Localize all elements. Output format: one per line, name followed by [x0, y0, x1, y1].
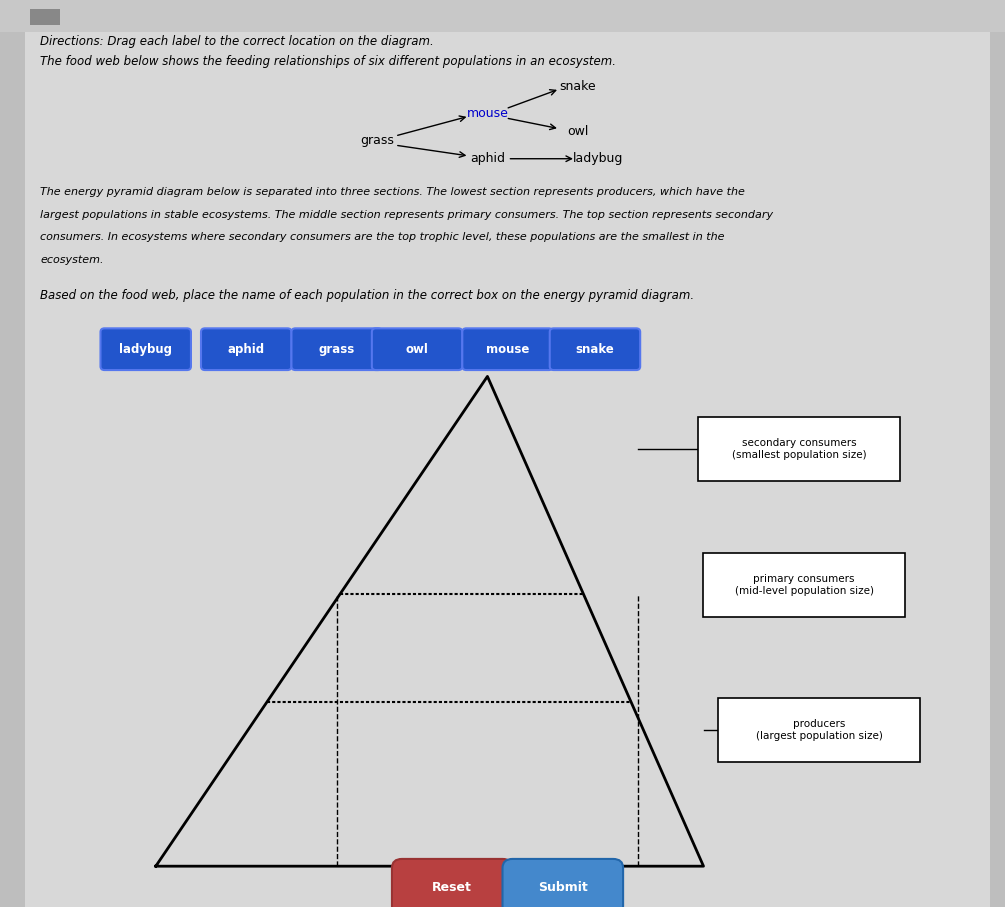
FancyBboxPatch shape	[550, 328, 640, 370]
Text: consumers. In ecosystems where secondary consumers are the top trophic level, th: consumers. In ecosystems where secondary…	[40, 232, 725, 242]
FancyBboxPatch shape	[462, 328, 553, 370]
Text: Based on the food web, place the name of each population in the correct box on t: Based on the food web, place the name of…	[40, 289, 694, 302]
Text: mouse: mouse	[485, 343, 530, 356]
FancyBboxPatch shape	[291, 328, 382, 370]
Text: aphid: aphid	[470, 152, 505, 165]
FancyBboxPatch shape	[697, 417, 900, 481]
Text: Directions: Drag each label to the correct location on the diagram.: Directions: Drag each label to the corre…	[40, 35, 434, 48]
FancyBboxPatch shape	[704, 552, 906, 617]
Text: The energy pyramid diagram below is separated into three sections. The lowest se: The energy pyramid diagram below is sepa…	[40, 187, 745, 197]
Text: primary consumers
(mid-level population size): primary consumers (mid-level population …	[735, 574, 873, 596]
FancyBboxPatch shape	[25, 32, 990, 907]
Text: aphid: aphid	[228, 343, 264, 356]
FancyBboxPatch shape	[100, 328, 191, 370]
FancyBboxPatch shape	[201, 328, 291, 370]
Text: ladybug: ladybug	[573, 152, 623, 165]
FancyBboxPatch shape	[0, 0, 1005, 32]
Text: ecosystem.: ecosystem.	[40, 255, 104, 265]
FancyBboxPatch shape	[372, 328, 462, 370]
Text: grass: grass	[360, 134, 394, 147]
Text: The food web below shows the feeding relationships of six different populations : The food web below shows the feeding rel…	[40, 55, 616, 68]
Text: mouse: mouse	[466, 107, 509, 120]
FancyBboxPatch shape	[392, 859, 513, 907]
Text: Submit: Submit	[538, 881, 588, 893]
Text: largest populations in stable ecosystems. The middle section represents primary : largest populations in stable ecosystems…	[40, 210, 773, 219]
Text: owl: owl	[567, 125, 589, 138]
Text: grass: grass	[319, 343, 355, 356]
FancyBboxPatch shape	[502, 859, 623, 907]
Text: snake: snake	[576, 343, 614, 356]
Text: snake: snake	[560, 80, 596, 93]
FancyBboxPatch shape	[30, 9, 60, 25]
Text: ladybug: ladybug	[120, 343, 172, 356]
Text: producers
(largest population size): producers (largest population size)	[756, 719, 882, 741]
Text: Reset: Reset	[432, 881, 472, 893]
Text: owl: owl	[406, 343, 428, 356]
Text: secondary consumers
(smallest population size): secondary consumers (smallest population…	[732, 438, 866, 460]
FancyBboxPatch shape	[718, 698, 921, 762]
